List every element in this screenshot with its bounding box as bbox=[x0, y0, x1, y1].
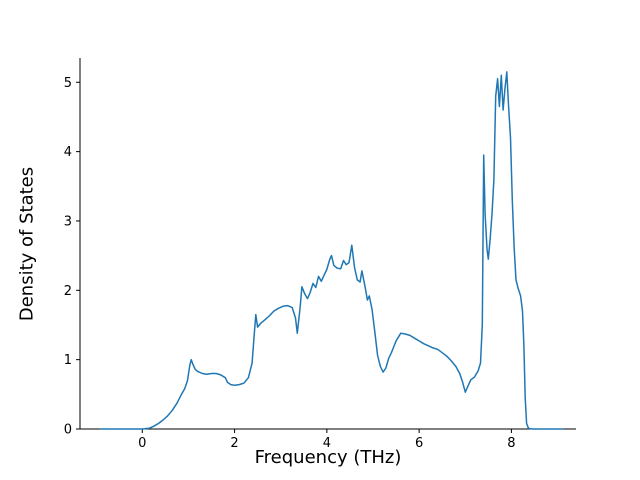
y-tick-label: 1 bbox=[64, 353, 72, 368]
y-tick-label: 3 bbox=[64, 214, 72, 229]
y-tick-label: 5 bbox=[64, 76, 72, 91]
x-tick-label: 2 bbox=[230, 436, 238, 451]
x-axis-label: Frequency (THz) bbox=[254, 447, 402, 468]
dos-curve bbox=[100, 71, 563, 430]
x-tick-label: 6 bbox=[415, 436, 423, 451]
x-tick-label: 8 bbox=[507, 436, 515, 451]
y-tick-label: 0 bbox=[64, 423, 72, 438]
y-tick-label: 4 bbox=[64, 145, 72, 160]
x-tick-label: 0 bbox=[138, 436, 146, 451]
x-tick-label: 4 bbox=[323, 436, 331, 451]
y-tick-label: 2 bbox=[64, 284, 72, 299]
y-axis-label: Density of States bbox=[16, 166, 38, 322]
